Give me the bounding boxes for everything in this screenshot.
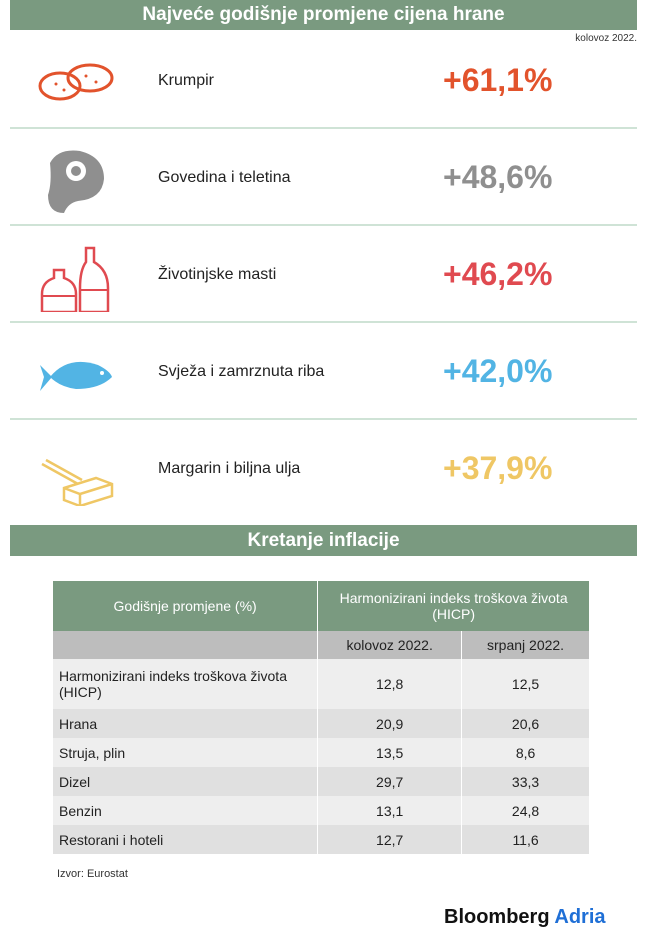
item-icon: [40, 361, 112, 391]
item-list: Krumpir +61,1% Govedina i teletina +48,6% Ži…: [10, 32, 637, 517]
table-row: Benzin 13,1 24,8: [53, 796, 590, 825]
item-icon: [41, 458, 114, 506]
table-value: 29,7: [317, 767, 463, 796]
table-value: 13,1: [317, 796, 463, 825]
section-bar: Kretanje inflacije: [10, 525, 637, 556]
table-value: 12,8: [317, 659, 463, 709]
item-label: Govedina i teletina: [158, 169, 291, 186]
title-bar: Najveće godišnje promjene cijena hrane: [10, 0, 637, 30]
table-value: 12,7: [317, 825, 463, 854]
column-header: Godišnje promjene (%): [53, 581, 319, 631]
subheader: kolovoz 2022.: [317, 631, 463, 659]
table-value: 8,6: [461, 738, 590, 767]
item-value: +46,2%: [443, 256, 553, 292]
brand-name: Bloomberg: [444, 906, 550, 928]
table-value: 20,9: [317, 709, 463, 738]
item-value: +42,0%: [443, 353, 553, 389]
table-row: Harmonizirani indeks troškova života (HI…: [53, 659, 590, 709]
table-value: 11,6: [461, 825, 590, 854]
item-row: Životinjske masti +46,2%: [10, 226, 637, 323]
table-value: 20,6: [461, 709, 590, 738]
item-row: Svježa i zamrznuta riba +42,0%: [10, 323, 637, 420]
item-row: Krumpir +61,1%: [10, 32, 637, 129]
item-value: +61,1%: [443, 62, 553, 98]
row-label: Dizel: [53, 767, 319, 796]
item-icon: [40, 246, 110, 312]
table-row: Restorani i hoteli 12,7 11,6: [53, 825, 590, 854]
table-row: Dizel 29,7 33,3: [53, 767, 590, 796]
row-label: Restorani i hoteli: [53, 825, 319, 854]
table-row: Hrana 20,9 20,6: [53, 709, 590, 738]
table-body: Harmonizirani indeks troškova života (HI…: [53, 659, 590, 854]
row-label: Benzin: [53, 796, 319, 825]
source: Izvor: Eurostat: [57, 868, 128, 880]
item-value: +37,9%: [443, 450, 553, 486]
date: kolovoz 2022.: [575, 33, 637, 44]
item-value: +48,6%: [443, 159, 553, 195]
table-value: 24,8: [461, 796, 590, 825]
item-label: Svježa i zamrznuta riba: [158, 363, 325, 380]
row-label: Hrana: [53, 709, 319, 738]
row-label: Harmonizirani indeks troškova života (HI…: [53, 659, 319, 709]
inflation-table: Godišnje promjene (%) Harmonizirani indek…: [53, 581, 590, 854]
subheader: srpanj 2022.: [461, 631, 590, 659]
column-header: Harmonizirani indeks troškova života (HI…: [317, 581, 590, 631]
item-icon: [38, 63, 114, 101]
brand-name: Adria: [554, 906, 606, 928]
subheader-empty: [53, 631, 319, 659]
brand: Bloomberg Adria: [444, 906, 606, 929]
item-label: Krumpir: [158, 72, 215, 89]
item-row: Govedina i teletina +48,6%: [10, 129, 637, 226]
table-row: Struja, plin 13,5 8,6: [53, 738, 590, 767]
table-value: 33,3: [461, 767, 590, 796]
table-value: 12,5: [461, 659, 590, 709]
item-row: Margarin i biljna ulja +37,9%: [10, 420, 637, 517]
title: Najveće godišnje promjene cijena hrane: [142, 4, 505, 25]
item-label: Margarin i biljna ulja: [158, 460, 301, 477]
table-value: 13,5: [317, 738, 463, 767]
item-icon: [48, 150, 104, 213]
section-title: Kretanje inflacije: [247, 530, 400, 551]
row-label: Struja, plin: [53, 738, 319, 767]
item-label: Životinjske masti: [158, 266, 277, 283]
